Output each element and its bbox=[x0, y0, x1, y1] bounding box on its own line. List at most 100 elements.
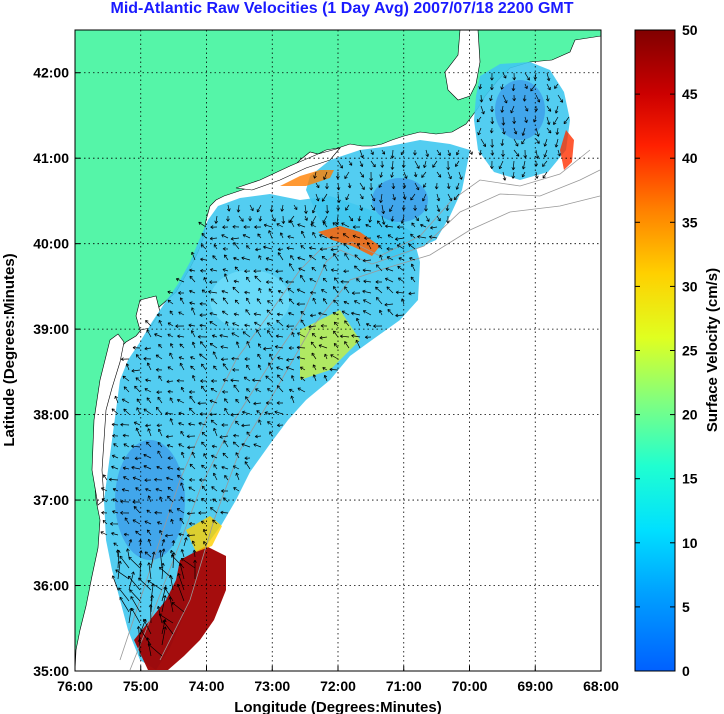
velocity-arrow bbox=[429, 235, 438, 239]
velocity-arrow bbox=[179, 517, 185, 525]
velocity-arrow bbox=[146, 397, 152, 404]
velocity-arrow bbox=[243, 376, 251, 382]
velocity-arrow bbox=[296, 355, 306, 360]
velocity-arrow bbox=[209, 236, 218, 241]
velocity-arrow bbox=[276, 385, 284, 393]
velocity-arrow bbox=[276, 312, 284, 317]
velocity-arrow bbox=[447, 193, 453, 202]
velocity-arrow bbox=[323, 298, 328, 305]
velocity-arrow bbox=[101, 487, 108, 492]
velocity-arrow bbox=[286, 246, 295, 251]
velocity-arrow bbox=[246, 340, 251, 349]
velocity-arrow bbox=[265, 280, 273, 284]
velocity-arrow bbox=[533, 72, 538, 80]
velocity-arrow bbox=[368, 215, 372, 223]
velocity-arrow bbox=[158, 613, 174, 624]
velocity-arrow bbox=[395, 290, 405, 295]
velocity-arrow bbox=[343, 269, 350, 274]
velocity-arrow bbox=[362, 299, 372, 305]
velocity-arrow bbox=[553, 116, 559, 125]
velocity-arrow bbox=[140, 629, 152, 646]
velocity-arrow bbox=[131, 607, 141, 624]
velocity-arrow bbox=[225, 321, 229, 327]
velocity-arrow bbox=[123, 476, 130, 481]
velocity-arrow bbox=[256, 410, 262, 415]
velocity-arrow bbox=[304, 204, 308, 214]
velocity-arrow bbox=[199, 412, 207, 416]
velocity-arrow bbox=[352, 225, 361, 229]
velocity-arrow bbox=[155, 406, 163, 415]
velocity-arrow bbox=[490, 138, 495, 148]
velocity-arrow bbox=[436, 149, 441, 156]
colorbar-tick-label: 40 bbox=[682, 150, 698, 166]
velocity-arrow bbox=[300, 245, 306, 250]
velocity-arrow bbox=[287, 288, 295, 294]
velocity-arrow bbox=[169, 310, 174, 316]
velocity-arrow bbox=[113, 542, 119, 547]
velocity-arrow bbox=[375, 286, 383, 294]
velocity-arrow bbox=[137, 638, 142, 657]
velocity-arrow bbox=[252, 378, 262, 383]
velocity-arrow bbox=[209, 412, 218, 417]
velocity-arrow bbox=[563, 116, 570, 125]
velocity-arrow bbox=[387, 308, 394, 316]
velocity-arrow bbox=[143, 408, 152, 415]
velocity-arrow bbox=[510, 105, 515, 114]
velocity-arrow bbox=[222, 297, 229, 305]
velocity-arrow bbox=[111, 465, 119, 470]
velocity-arrow bbox=[125, 363, 130, 371]
velocity-arrow bbox=[369, 182, 374, 191]
velocity-arrow bbox=[145, 423, 152, 428]
velocity-arrow bbox=[543, 138, 548, 147]
velocity-arrow bbox=[154, 477, 163, 482]
velocity-arrow bbox=[224, 407, 229, 415]
velocity-arrow bbox=[224, 474, 229, 481]
velocity-arrow bbox=[315, 193, 320, 202]
velocity-arrow bbox=[212, 472, 218, 481]
velocity-arrow bbox=[266, 309, 273, 316]
colorbar-tick-label: 15 bbox=[682, 471, 698, 487]
velocity-arrow bbox=[524, 72, 530, 81]
velocity-arrow bbox=[425, 149, 430, 157]
velocity-arrow bbox=[138, 562, 143, 580]
velocity-arrow bbox=[222, 363, 229, 371]
velocity-arrow bbox=[120, 357, 130, 362]
velocity-arrow bbox=[120, 499, 130, 504]
velocity-arrow bbox=[161, 539, 166, 547]
velocity-arrow bbox=[436, 204, 441, 212]
velocity-arrow bbox=[147, 538, 152, 547]
velocity-arrow bbox=[256, 204, 262, 213]
velocity-arrow bbox=[121, 488, 130, 492]
y-tick-label: 42:00 bbox=[33, 65, 69, 81]
velocity-arrow bbox=[309, 246, 317, 250]
velocity-arrow bbox=[479, 94, 484, 103]
velocity-arrow bbox=[366, 241, 372, 250]
velocity-arrow bbox=[150, 594, 154, 613]
velocity-arrow bbox=[512, 72, 517, 81]
velocity-arrow bbox=[199, 353, 207, 360]
velocity-arrow bbox=[253, 269, 262, 273]
velocity-arrow bbox=[158, 319, 163, 327]
velocity-arrow bbox=[554, 138, 559, 148]
velocity-arrow bbox=[230, 378, 240, 383]
velocity-arrow bbox=[179, 362, 185, 371]
velocity-arrow bbox=[122, 433, 130, 438]
velocity-arrow bbox=[200, 268, 207, 273]
velocity-arrow bbox=[308, 254, 317, 261]
velocity-arrow bbox=[257, 353, 262, 360]
velocity-arrow bbox=[298, 267, 306, 272]
velocity-arrow bbox=[323, 221, 328, 228]
velocity-arrow bbox=[221, 234, 229, 239]
velocity-arrow bbox=[241, 256, 251, 261]
velocity-arrow bbox=[297, 387, 306, 393]
velocity-arrow bbox=[352, 234, 361, 239]
velocity-arrow bbox=[348, 215, 354, 222]
velocity-arrow bbox=[501, 149, 505, 157]
velocity-arrow bbox=[490, 105, 494, 113]
velocity-arrow bbox=[512, 94, 517, 102]
velocity-arrow bbox=[267, 330, 273, 338]
velocity-arrow bbox=[150, 551, 156, 569]
velocity-arrow bbox=[249, 204, 254, 212]
velocity-arrow bbox=[297, 223, 306, 228]
velocity-arrow bbox=[219, 435, 229, 439]
